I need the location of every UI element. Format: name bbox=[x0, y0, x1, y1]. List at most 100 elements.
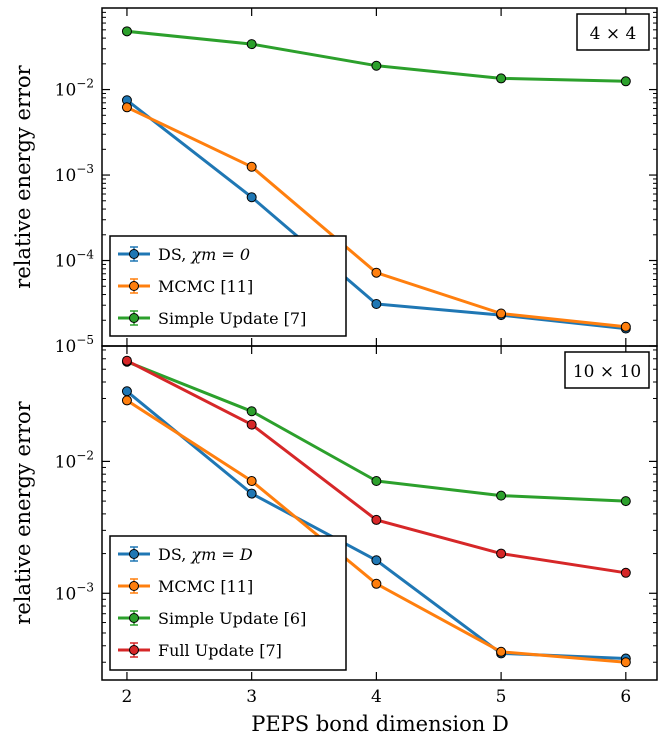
data-point bbox=[371, 514, 382, 525]
legend-item: Simple Update [6] bbox=[118, 609, 306, 628]
y-tick-base: 10 bbox=[55, 166, 77, 186]
data-point bbox=[371, 60, 382, 71]
data-point bbox=[246, 39, 257, 50]
y-axis-label: relative energy error bbox=[11, 64, 35, 288]
data-point bbox=[620, 76, 631, 87]
system-size-annotation: 10 × 10 bbox=[564, 351, 650, 389]
series-group bbox=[121, 26, 631, 334]
x-tick-label: 3 bbox=[246, 687, 257, 707]
legend-series-name: Full Update [7] bbox=[158, 641, 282, 660]
legend-label: Simple Update [6] bbox=[158, 609, 306, 628]
data-point bbox=[620, 496, 631, 507]
legend-marker bbox=[129, 249, 139, 259]
y-tick-exponent: −2 bbox=[76, 77, 94, 91]
data-point bbox=[620, 321, 631, 332]
legend-label: Simple Update [7] bbox=[158, 309, 306, 328]
data-point bbox=[246, 192, 257, 203]
y-axis-label: relative energy error bbox=[11, 400, 35, 624]
annotation-label: 4 × 4 bbox=[590, 24, 637, 44]
data-point bbox=[121, 395, 132, 406]
data-point bbox=[246, 406, 257, 417]
x-ticks bbox=[126, 8, 627, 346]
y-tick-label: 10−2 bbox=[55, 77, 94, 101]
y-tick-base: 10 bbox=[55, 584, 77, 604]
y-ticks: 10−210−310−410−5 bbox=[55, 77, 657, 357]
annotation-box bbox=[564, 351, 650, 389]
data-point bbox=[496, 73, 507, 84]
plot-frame bbox=[101, 345, 658, 681]
y-tick-exponent: −4 bbox=[76, 248, 94, 262]
data-point bbox=[246, 488, 257, 499]
legend: DS, χm = D MCMC [11] Simple Update [6] Full… bbox=[109, 535, 347, 671]
legend-label: MCMC [11] bbox=[158, 577, 253, 596]
legend-label: DS, χm = D bbox=[158, 545, 253, 564]
x-tick-label: 6 bbox=[620, 687, 631, 707]
legend-label: Full Update [7] bbox=[158, 641, 282, 660]
y-tick-label: 10−4 bbox=[55, 248, 95, 272]
data-point bbox=[371, 298, 382, 309]
data-point bbox=[620, 657, 631, 668]
x-tick-label: 5 bbox=[496, 687, 507, 707]
y-tick-label: 10−3 bbox=[55, 580, 94, 604]
data-point bbox=[371, 476, 382, 487]
legend-item: DS, χm = 0 bbox=[118, 245, 250, 264]
legend-marker bbox=[129, 281, 139, 291]
data-point bbox=[496, 308, 507, 319]
data-point bbox=[371, 578, 382, 589]
data-point bbox=[496, 548, 507, 559]
legend-series-name: DS, bbox=[158, 245, 191, 264]
y-tick-base: 10 bbox=[55, 252, 77, 272]
y-tick-exponent: −3 bbox=[76, 580, 94, 594]
y-tick-exponent: −2 bbox=[76, 448, 94, 462]
data-point bbox=[121, 355, 132, 366]
legend-label: MCMC [11] bbox=[158, 277, 253, 296]
series-line bbox=[126, 29, 626, 83]
y-tick-label: 10−2 bbox=[55, 448, 94, 472]
y-tick-base: 10 bbox=[55, 81, 77, 101]
legend-series-name: MCMC [11] bbox=[158, 577, 253, 596]
y-tick-exponent: −3 bbox=[76, 162, 94, 176]
legend-series-name: DS, bbox=[158, 545, 191, 564]
legend-marker bbox=[129, 581, 139, 591]
legend-item: Simple Update [7] bbox=[118, 309, 306, 328]
system-size-annotation: 4 × 4 bbox=[576, 13, 650, 51]
annotation-box bbox=[576, 13, 650, 51]
y-tick-label: 10−5 bbox=[55, 333, 94, 357]
data-point bbox=[121, 26, 132, 37]
legend-series-name: Simple Update [7] bbox=[158, 309, 306, 328]
legend-item: DS, χm = D bbox=[118, 545, 253, 564]
legend-series-name: MCMC [11] bbox=[158, 277, 253, 296]
y-tick-exponent: −5 bbox=[76, 333, 94, 347]
legend-marker bbox=[129, 313, 139, 323]
data-point bbox=[496, 490, 507, 501]
annotation-label: 10 × 10 bbox=[573, 362, 641, 382]
legend-item: MCMC [11] bbox=[118, 577, 253, 596]
legend-marker bbox=[129, 613, 139, 623]
data-point bbox=[496, 646, 507, 657]
x-tick-label: 4 bbox=[371, 687, 382, 707]
series-group bbox=[121, 355, 631, 668]
y-tick-label: 10−3 bbox=[55, 162, 94, 186]
legend-math-label: χm = 0 bbox=[190, 245, 250, 264]
x-tick-label: 2 bbox=[122, 687, 133, 707]
data-point bbox=[371, 555, 382, 566]
data-point bbox=[246, 161, 257, 172]
legend-series-name: Simple Update [6] bbox=[158, 609, 306, 628]
y-ticks: 10−210−3 bbox=[55, 448, 657, 604]
data-point bbox=[371, 267, 382, 278]
legend: DS, χm = 0 MCMC [11] Simple Update [7] bbox=[109, 235, 347, 337]
y-tick-base: 10 bbox=[55, 452, 77, 472]
x-axis-label: PEPS bond dimension D bbox=[251, 712, 509, 736]
x-ticks: 2 3 4 5 6 bbox=[122, 346, 631, 707]
legend-label: DS, χm = 0 bbox=[158, 245, 250, 264]
data-point bbox=[121, 102, 132, 113]
data-point bbox=[620, 567, 631, 578]
legend-item: MCMC [11] bbox=[118, 277, 253, 296]
legend-box bbox=[109, 535, 347, 671]
data-point bbox=[121, 386, 132, 397]
data-point bbox=[246, 419, 257, 430]
data-point bbox=[246, 476, 257, 487]
